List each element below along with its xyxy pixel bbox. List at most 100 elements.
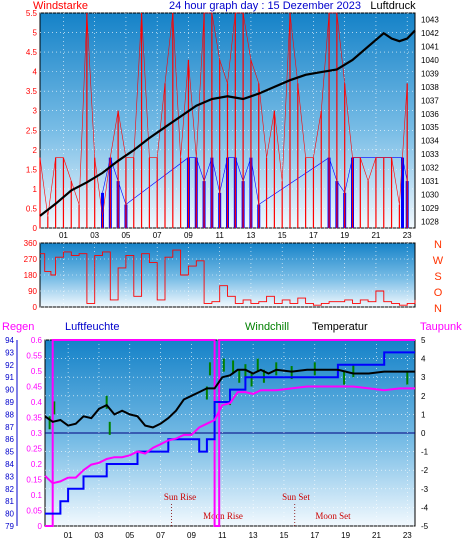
y-tick-pressure: 1029 bbox=[421, 204, 439, 213]
y-tick-humidity: 94 bbox=[5, 336, 14, 345]
y-tick-wind: 4 bbox=[33, 68, 38, 77]
y-tick-pressure: 1033 bbox=[421, 150, 439, 159]
y-tick-temperature: 2 bbox=[421, 392, 426, 401]
x-tick: 19 bbox=[340, 231, 349, 240]
y-tick-wind: 3.5 bbox=[26, 87, 38, 96]
pressure-label: Luftdruck bbox=[370, 0, 416, 12]
x-tick: 17 bbox=[309, 231, 318, 240]
y-tick-rain: 0.55 bbox=[26, 352, 42, 361]
series-group-3 bbox=[44, 339, 415, 527]
y-tick-temperature: 4 bbox=[421, 355, 426, 364]
compass-label: O bbox=[434, 287, 443, 299]
y-tick-humidity: 82 bbox=[5, 485, 14, 494]
y-tick-temperature: -2 bbox=[421, 466, 429, 475]
y-tick-temperature: -3 bbox=[421, 485, 429, 494]
y-tick-rain: 0.25 bbox=[26, 445, 42, 454]
y-tick-wind: 2 bbox=[33, 146, 38, 155]
compass-label: N bbox=[434, 239, 442, 251]
y-tick-humidity: 85 bbox=[5, 448, 14, 457]
y-tick-wind: 2.5 bbox=[26, 126, 38, 135]
x-tick: 11 bbox=[216, 231, 225, 240]
y-tick-humidity: 81 bbox=[5, 497, 14, 506]
y-tick-rain: 0.1 bbox=[31, 491, 43, 500]
y-axis-humidity: 94 93 92 91 90 89 88 87 86 85 84 83 82 81 80 79 bbox=[5, 336, 18, 531]
y-tick-rain: 0.4 bbox=[31, 398, 43, 407]
y-tick-wind: 5.5 bbox=[26, 9, 38, 18]
y-tick-pressure: 1032 bbox=[421, 164, 439, 173]
x-tick: 23 bbox=[403, 531, 412, 540]
y-tick-temperature: 3 bbox=[421, 373, 426, 382]
y-tick-wind: 0 bbox=[33, 224, 38, 233]
panel-temp-humidity: Regen Luftfeuchte Windchill Temperatur T… bbox=[2, 321, 462, 540]
y-tick-humidity: 92 bbox=[5, 361, 14, 370]
x-tick: 15 bbox=[280, 531, 289, 540]
y-tick-pressure: 1030 bbox=[421, 190, 439, 199]
y-tick-direction: 180 bbox=[24, 271, 38, 280]
moon-rise-label: Moon Rise bbox=[203, 511, 243, 521]
pressure-line bbox=[39, 29, 416, 217]
y-tick-humidity: 87 bbox=[5, 423, 14, 432]
dewpoint-label: Taupunkt bbox=[420, 321, 462, 333]
x-tick: 05 bbox=[125, 531, 134, 540]
series-wind-direction bbox=[40, 249, 416, 306]
y-tick-direction: 360 bbox=[24, 239, 38, 248]
chart-title: 24 hour graph day : 15 Dezember 2023 bbox=[169, 0, 361, 12]
x-tick: 19 bbox=[341, 531, 350, 540]
y-tick-pressure: 1035 bbox=[421, 123, 439, 132]
y-tick-humidity: 90 bbox=[5, 386, 14, 395]
y-tick-rain: 0.2 bbox=[31, 460, 43, 469]
x-axis-1: 01 03 05 07 09 11 13 15 17 19 21 23 bbox=[59, 231, 412, 240]
x-tick: 05 bbox=[121, 231, 130, 240]
series-temperatur bbox=[44, 368, 415, 429]
rain-label: Regen bbox=[2, 321, 34, 333]
x-tick: 21 bbox=[371, 231, 380, 240]
wind-envelope bbox=[102, 156, 408, 206]
y-tick-rain: 0 bbox=[38, 522, 43, 531]
x-tick: 03 bbox=[95, 531, 104, 540]
y-tick-pressure: 1040 bbox=[421, 56, 439, 65]
y-tick-temperature: 5 bbox=[421, 336, 426, 345]
y-tick-wind: 3 bbox=[33, 107, 38, 116]
direction-line bbox=[40, 249, 416, 306]
windchill-label: Windchill bbox=[245, 321, 289, 333]
sun-set-label: Sun Set bbox=[282, 492, 310, 502]
y-tick-rain: 0.5 bbox=[31, 367, 43, 376]
x-tick: 17 bbox=[310, 531, 319, 540]
y-axis-left-1: 0 0.5 1 1.5 2 2.5 3 3.5 4 4.5 5 5.5 bbox=[26, 9, 38, 233]
y-tick-rain: 0.15 bbox=[26, 476, 42, 485]
y-tick-temperature: 1 bbox=[421, 410, 426, 419]
x-tick: 13 bbox=[246, 231, 255, 240]
y-tick-temperature: 0 bbox=[421, 429, 426, 438]
y-tick-pressure: 1028 bbox=[421, 217, 439, 226]
y-tick-humidity: 88 bbox=[5, 410, 14, 419]
y-tick-pressure: 1041 bbox=[421, 43, 439, 52]
x-tick: 07 bbox=[153, 231, 162, 240]
y-tick-pressure: 1042 bbox=[421, 29, 439, 38]
y-tick-wind: 5 bbox=[33, 29, 38, 38]
compass-label: S bbox=[434, 271, 441, 283]
series-luftfeuchte bbox=[45, 351, 415, 515]
y-tick-pressure: 1039 bbox=[421, 69, 439, 78]
x-tick: 03 bbox=[90, 231, 99, 240]
x-tick: 01 bbox=[59, 231, 68, 240]
y-tick-temperature: -4 bbox=[421, 503, 429, 512]
temperature-label: Temperatur bbox=[312, 321, 368, 333]
y-axis-right-1: 1028 1029 1030 1031 1032 1033 1034 1035 1036 1037… bbox=[421, 16, 439, 227]
x-tick: 09 bbox=[184, 231, 193, 240]
x-tick: 07 bbox=[156, 531, 165, 540]
y-tick-wind: 4.5 bbox=[26, 48, 38, 57]
compass-label: N bbox=[434, 303, 442, 315]
x-tick: 01 bbox=[64, 531, 73, 540]
x-tick: 13 bbox=[249, 531, 258, 540]
y-tick-humidity: 83 bbox=[5, 472, 14, 481]
x-tick: 23 bbox=[403, 231, 412, 240]
y-tick-humidity: 80 bbox=[5, 510, 14, 519]
y-tick-pressure: 1034 bbox=[421, 137, 439, 146]
y-tick-pressure: 1036 bbox=[421, 110, 439, 119]
y-tick-wind: 1 bbox=[33, 185, 38, 194]
y-tick-humidity: 84 bbox=[5, 460, 14, 469]
moon-set-label: Moon Set bbox=[315, 511, 351, 521]
